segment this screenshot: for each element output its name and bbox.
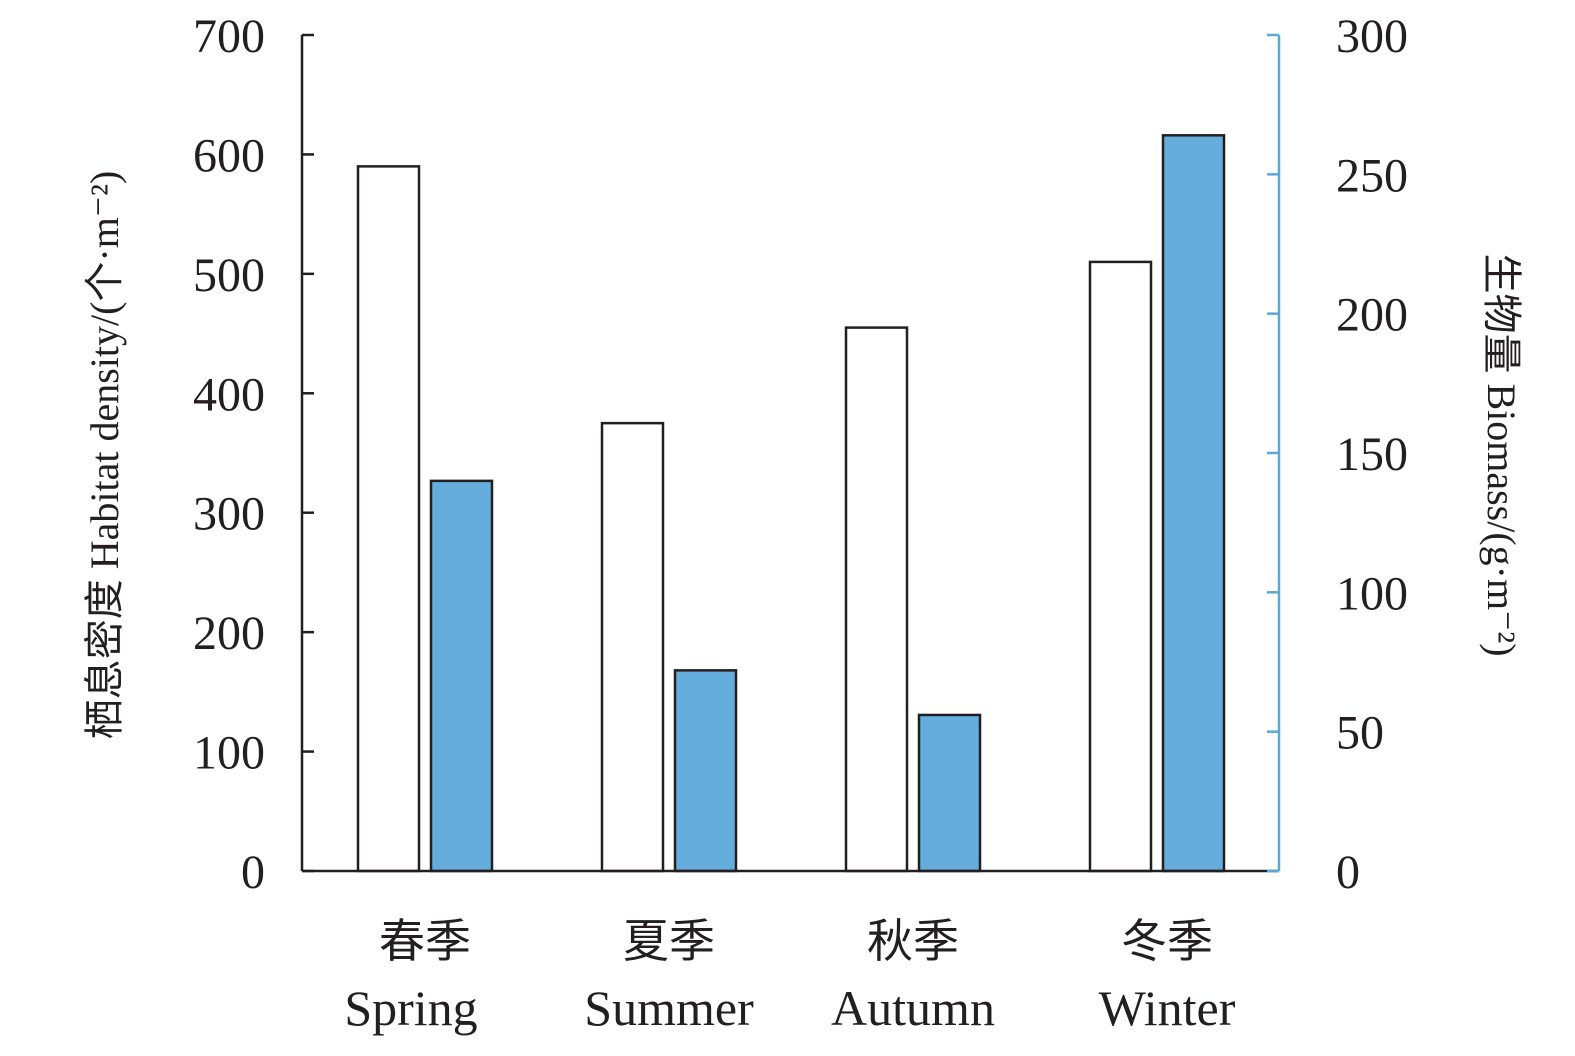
y-tick-label-right: 100 (1336, 567, 1408, 620)
bar-biomass-autumn (917, 713, 982, 873)
x-tick-label-en: Spring (344, 980, 477, 1036)
x-tick-label-cn: 冬季 (1121, 916, 1213, 967)
x-tick-label-cn: 春季 (379, 916, 471, 967)
y-tick-label-left: 700 (193, 10, 265, 63)
y-axis-left-label: 栖息密度 Habitat density/(个·m⁻²) (82, 171, 127, 740)
y-tick-label-left: 500 (193, 249, 265, 302)
x-tick-label-en: Winter (1099, 980, 1236, 1036)
y-tick-label-left: 600 (193, 129, 265, 182)
y-tick-label-left: 0 (241, 846, 265, 899)
y-tick-label-right: 50 (1336, 707, 1384, 760)
y-tick-label-right: 150 (1336, 428, 1408, 481)
bar-habitat-density-autumn (844, 326, 909, 873)
y-axis-right-label: 生物量 Biomass/(g·m⁻²) (1479, 253, 1524, 656)
bar-biomass-summer (673, 669, 738, 873)
y-tick-label-left: 200 (193, 607, 265, 660)
x-tick-label-en: Autumn (831, 980, 995, 1036)
y-tick-label-right: 0 (1336, 846, 1360, 899)
x-tick-label-cn: 秋季 (867, 916, 959, 967)
y-tick-label-right: 300 (1336, 10, 1408, 63)
y-tick-label-right: 200 (1336, 289, 1408, 342)
y-tick-label-right: 250 (1336, 149, 1408, 202)
bar-biomass-winter (1161, 134, 1226, 873)
x-tick-label-cn: 夏季 (623, 916, 715, 967)
bar-biomass-spring (429, 479, 494, 873)
x-tick-label-en: Summer (584, 980, 754, 1036)
y-tick-label-left: 400 (193, 368, 265, 421)
bar-habitat-density-winter (1088, 260, 1153, 873)
bar-habitat-density-spring (356, 165, 421, 873)
y-tick-label-left: 100 (193, 727, 265, 780)
y-tick-label-left: 300 (193, 488, 265, 541)
bar-habitat-density-summer (600, 421, 665, 873)
